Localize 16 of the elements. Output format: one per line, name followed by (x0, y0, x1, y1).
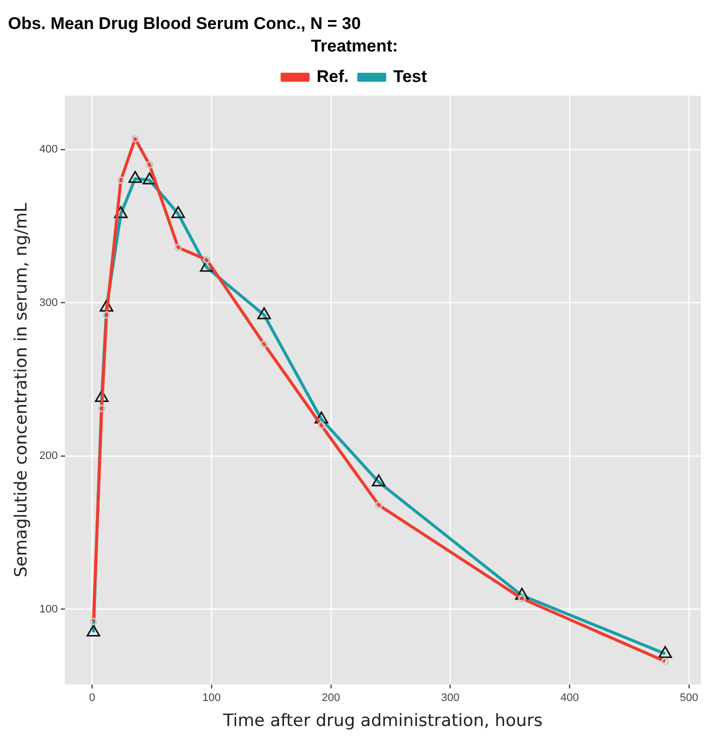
legend-title: Treatment: (311, 36, 398, 56)
y-tick-label: 100 (39, 603, 58, 616)
x-tick-label: 400 (560, 692, 579, 704)
x-tick-label: 500 (680, 692, 698, 704)
y-tick-label: 200 (39, 450, 58, 462)
y-tick-label: 400 (39, 143, 58, 156)
legend-label: Ref. (316, 66, 349, 86)
x-axis-title: Time after drug administration, hours (222, 711, 543, 732)
x-tick-label: 100 (202, 692, 221, 704)
x-tick-label: 300 (441, 692, 460, 704)
x-tick-label: 200 (322, 692, 340, 704)
chart-title: Obs. Mean Drug Blood Serum Conc., N = 30 (8, 14, 361, 33)
x-tick-label: 0 (89, 692, 96, 704)
y-axis-title: Semaglutide concentration in serum, ng/mL (12, 202, 32, 578)
legend-label: Test (393, 66, 428, 86)
y-tick-label: 300 (39, 296, 58, 309)
